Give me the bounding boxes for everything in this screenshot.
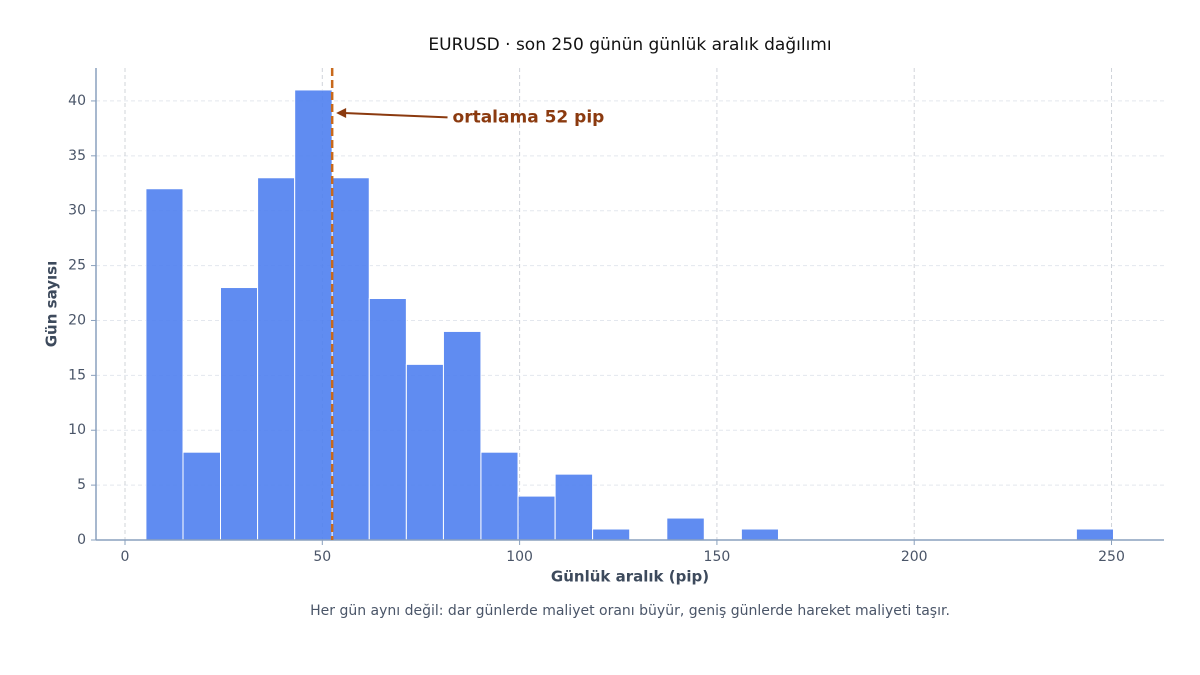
bar	[480, 451, 519, 541]
y-tick-label: 5	[77, 477, 86, 493]
bar	[145, 188, 184, 541]
y-tick-label: 0	[77, 532, 86, 548]
y-tick-label: 25	[68, 258, 86, 274]
bar	[182, 451, 221, 541]
bar	[1075, 528, 1114, 541]
y-tick-label: 20	[68, 312, 86, 328]
bar	[331, 177, 370, 541]
bar	[257, 177, 296, 541]
y-axis-label: Gün sayısı	[43, 261, 61, 347]
y-tick-label: 15	[68, 367, 86, 383]
bar	[219, 287, 259, 541]
bar	[405, 363, 444, 541]
x-tick-label: 200	[901, 549, 928, 565]
x-tick-label: 100	[506, 549, 533, 565]
annotation: ortalama 52 pip	[453, 107, 605, 127]
x-axis-label: Günlük aralık (pip)	[551, 568, 709, 586]
x-tick-label: 0	[121, 549, 130, 565]
y-tick-label: 35	[68, 148, 86, 164]
y-tick-label: 30	[68, 203, 86, 219]
annotation-arrow	[344, 112, 448, 119]
x-tick-label: 250	[1098, 549, 1125, 565]
x-tick-label: 150	[704, 549, 731, 565]
bar	[592, 528, 631, 541]
bar	[517, 495, 556, 541]
bar	[442, 330, 482, 541]
bar	[294, 89, 333, 541]
footnote: Her gün aynı değil: dar günlerde maliyet…	[310, 603, 950, 619]
y-tick-label: 40	[68, 93, 86, 109]
bar	[368, 298, 407, 541]
bar	[740, 528, 779, 541]
x-tick-label: 50	[313, 549, 331, 565]
bar	[666, 517, 705, 541]
chart-title: EURUSD · son 250 günün günlük aralık dağ…	[428, 35, 831, 55]
y-tick-label: 10	[68, 422, 86, 438]
bar	[554, 473, 594, 541]
arrow-head	[336, 108, 347, 119]
